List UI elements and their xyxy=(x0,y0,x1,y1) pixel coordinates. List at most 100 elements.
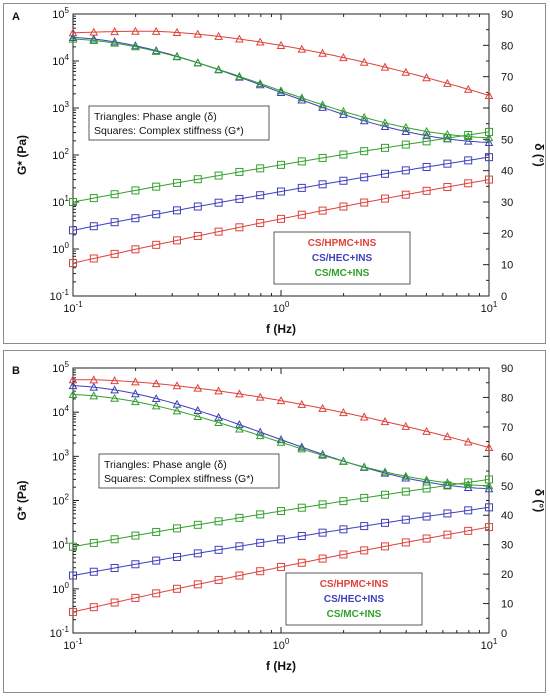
complex-stiffness-point xyxy=(443,509,452,518)
annotation-text: Triangles: Phase angle (δ) xyxy=(104,459,227,471)
phase-angle-point xyxy=(422,73,431,82)
phase-angle-point xyxy=(89,382,99,391)
x-tick-label: 101 xyxy=(481,300,498,315)
phase-angle-point xyxy=(380,62,390,71)
phase-angle-point xyxy=(339,53,348,62)
phase-angle-point xyxy=(110,376,119,385)
y-right-tick-label: 20 xyxy=(501,569,513,581)
phase-angle-point xyxy=(297,399,307,408)
complex-stiffness-point xyxy=(422,163,431,172)
complex-stiffness-point xyxy=(464,506,473,515)
phase-angle-point xyxy=(422,131,431,140)
y-right-tick-label: 90 xyxy=(501,363,513,375)
y-left-tick-label: 103 xyxy=(52,448,69,463)
phase-angle-point xyxy=(297,93,307,102)
complex-stiffness-point xyxy=(401,487,410,496)
phase-angle-point xyxy=(151,26,161,35)
complex-stiffness-point xyxy=(443,134,452,143)
y-left-axis-label: G* (Pa) xyxy=(15,135,29,175)
phase-angle-point xyxy=(172,52,182,61)
y-left-tick-label: 100 xyxy=(52,241,69,256)
phase-angle-point xyxy=(339,408,348,417)
phase-angle-line xyxy=(72,394,490,487)
phase-angle-point xyxy=(401,122,411,131)
phase-angle-point xyxy=(484,133,494,142)
phase-angle-point xyxy=(214,412,223,421)
complex-stiffness-point xyxy=(110,218,119,227)
phase-angle-point xyxy=(380,467,390,476)
complex-stiffness-point xyxy=(443,183,452,192)
complex-stiffness-point xyxy=(422,137,431,146)
complex-stiffness-point xyxy=(381,490,389,499)
phase-angle-point xyxy=(276,437,286,446)
complex-stiffness-point xyxy=(277,187,285,196)
phase-angle-point xyxy=(339,456,348,465)
complex-stiffness-point xyxy=(173,236,181,245)
complex-stiffness-point xyxy=(464,131,473,140)
complex-stiffness-point xyxy=(152,556,161,565)
phase-angle-point xyxy=(172,406,182,415)
complex-stiffness-point xyxy=(339,497,348,506)
complex-stiffness-point xyxy=(339,150,348,159)
complex-stiffness-point xyxy=(89,222,98,231)
y-right-tick-label: 10 xyxy=(501,599,513,611)
complex-stiffness-point xyxy=(485,127,493,136)
phase-angle-point xyxy=(89,391,99,400)
complex-stiffness-point xyxy=(422,186,431,195)
y-right-tick-label: 0 xyxy=(501,291,507,303)
complex-stiffness-line xyxy=(72,131,490,203)
complex-stiffness-point xyxy=(360,198,369,207)
legend-entry: CS/MC+INS xyxy=(315,268,370,279)
complex-stiffness-point xyxy=(277,214,285,223)
complex-stiffness-point xyxy=(152,182,161,191)
y-right-tick-label: 40 xyxy=(501,510,513,522)
phase-angle-point xyxy=(110,38,119,47)
phase-angle-point xyxy=(443,78,452,87)
complex-stiffness-point xyxy=(464,179,473,188)
complex-stiffness-point xyxy=(235,167,244,176)
complex-stiffness-point xyxy=(110,563,119,572)
phase-angle-point xyxy=(193,411,203,420)
y-left-tick-label: 105 xyxy=(52,360,69,375)
y-right-tick-label: 70 xyxy=(501,422,513,434)
complex-stiffness-point xyxy=(339,525,348,534)
complex-stiffness-point xyxy=(464,156,473,165)
phase-angle-line xyxy=(72,38,490,139)
phase-angle-point xyxy=(255,78,265,88)
complex-stiffness-point xyxy=(360,173,369,182)
x-axis-label: f (Hz) xyxy=(266,659,296,673)
phase-angle-point xyxy=(235,420,244,429)
phase-angle-point xyxy=(359,57,369,66)
complex-stiffness-point xyxy=(131,531,140,540)
phase-angle-point xyxy=(131,377,140,386)
phase-angle-point xyxy=(255,431,265,440)
complex-stiffness-point xyxy=(318,180,327,189)
y-left-tick-label: 10-1 xyxy=(50,625,70,640)
complex-stiffness-point xyxy=(235,571,244,580)
phase-angle-point xyxy=(172,27,182,36)
complex-stiffness-point xyxy=(131,186,140,195)
phase-angle-line xyxy=(73,379,490,448)
complex-stiffness-point xyxy=(360,493,369,502)
legend-entry: CS/MC+INS xyxy=(327,609,382,620)
complex-stiffness-point xyxy=(297,183,306,192)
complex-stiffness-point xyxy=(339,202,348,211)
phase-angle-point xyxy=(193,58,203,67)
phase-angle-point xyxy=(401,67,411,76)
y-left-tick-label: 100 xyxy=(52,581,69,596)
x-tick-label: 10-1 xyxy=(63,300,83,315)
complex-stiffness-point xyxy=(193,549,202,558)
phase-angle-point xyxy=(297,95,307,104)
complex-stiffness-point xyxy=(485,475,493,484)
phase-angle-point xyxy=(422,426,431,435)
phase-angle-point xyxy=(131,397,140,406)
complex-stiffness-point xyxy=(131,593,140,602)
phase-angle-point xyxy=(359,412,369,421)
complex-stiffness-point xyxy=(214,198,223,207)
complex-stiffness-point xyxy=(152,589,161,598)
phase-angle-point xyxy=(255,392,265,401)
complex-stiffness-line xyxy=(72,179,490,264)
phase-angle-point xyxy=(131,26,140,35)
complex-stiffness-point xyxy=(401,166,410,175)
